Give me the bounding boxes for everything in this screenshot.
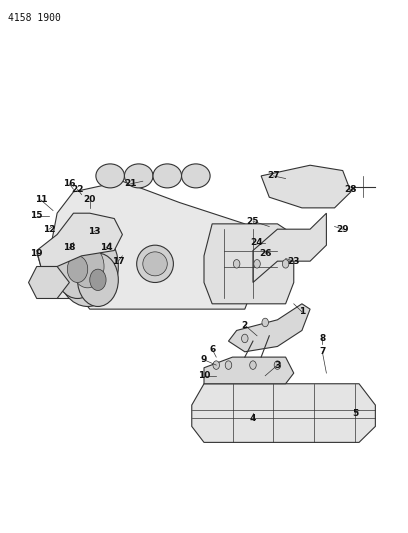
Text: 12: 12 — [43, 225, 55, 233]
Text: 6: 6 — [209, 345, 215, 353]
Text: 23: 23 — [288, 257, 300, 265]
Text: 5: 5 — [352, 409, 358, 417]
Circle shape — [233, 260, 240, 268]
Ellipse shape — [96, 164, 124, 188]
Circle shape — [282, 260, 289, 268]
Circle shape — [242, 334, 248, 343]
Polygon shape — [261, 165, 351, 208]
Circle shape — [71, 245, 104, 288]
Text: 28: 28 — [345, 185, 357, 193]
Polygon shape — [204, 224, 294, 304]
Circle shape — [213, 361, 220, 369]
Text: 27: 27 — [267, 172, 279, 180]
Text: 15: 15 — [31, 212, 43, 220]
Ellipse shape — [153, 164, 182, 188]
Text: 4: 4 — [250, 414, 256, 423]
Polygon shape — [204, 357, 294, 384]
Text: 2: 2 — [242, 321, 248, 329]
Text: 19: 19 — [31, 249, 43, 257]
Text: 29: 29 — [337, 225, 349, 233]
Circle shape — [90, 269, 106, 290]
Text: 8: 8 — [319, 334, 326, 343]
Text: 25: 25 — [247, 217, 259, 225]
Circle shape — [274, 361, 281, 369]
Text: 7: 7 — [319, 348, 326, 356]
Ellipse shape — [137, 245, 173, 282]
Circle shape — [250, 361, 256, 369]
Text: 24: 24 — [251, 238, 263, 247]
Text: 26: 26 — [259, 249, 271, 257]
Circle shape — [225, 361, 232, 369]
Text: 10: 10 — [198, 372, 210, 380]
Text: 22: 22 — [71, 185, 84, 193]
Text: 16: 16 — [63, 180, 75, 188]
Polygon shape — [228, 304, 310, 352]
Text: 1: 1 — [299, 308, 305, 316]
Polygon shape — [49, 181, 261, 309]
Text: 17: 17 — [112, 257, 124, 265]
Text: 21: 21 — [124, 180, 137, 188]
Ellipse shape — [143, 252, 167, 276]
Polygon shape — [37, 213, 122, 266]
Circle shape — [55, 240, 100, 298]
Text: 3: 3 — [274, 361, 281, 369]
Circle shape — [262, 318, 268, 327]
Circle shape — [57, 227, 118, 306]
Polygon shape — [253, 213, 326, 282]
Circle shape — [78, 253, 118, 306]
Text: 11: 11 — [35, 196, 47, 204]
Text: 18: 18 — [63, 244, 75, 252]
Circle shape — [254, 260, 260, 268]
Text: 13: 13 — [88, 228, 100, 236]
Polygon shape — [29, 266, 69, 298]
Text: 9: 9 — [201, 356, 207, 364]
Text: 4158 1900: 4158 1900 — [8, 13, 61, 23]
Text: 20: 20 — [84, 196, 96, 204]
Circle shape — [67, 256, 88, 282]
Text: 14: 14 — [100, 244, 112, 252]
Ellipse shape — [124, 164, 153, 188]
Ellipse shape — [182, 164, 210, 188]
Polygon shape — [192, 384, 375, 442]
